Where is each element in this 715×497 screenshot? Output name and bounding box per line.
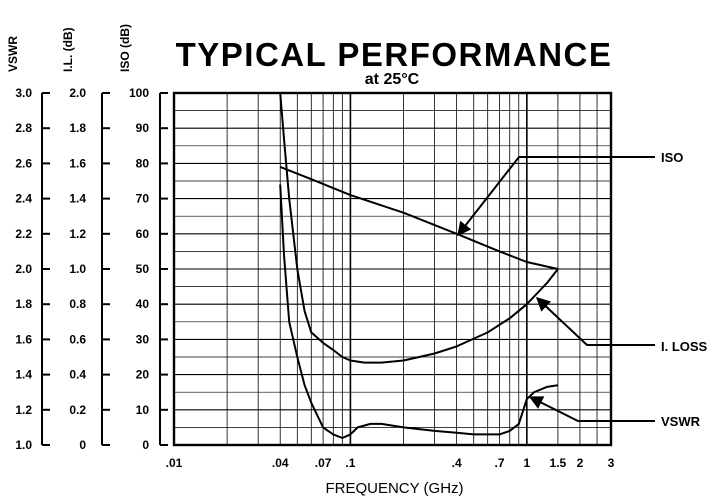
y-tick-label: 1.2 bbox=[69, 227, 86, 241]
annotation-label: ISO bbox=[661, 150, 683, 165]
y-tick-label: 1.2 bbox=[15, 403, 32, 417]
y-tick-label: 70 bbox=[136, 192, 150, 206]
y-tick-label: 1.4 bbox=[15, 368, 32, 382]
x-tick-label: .1 bbox=[345, 456, 355, 470]
x-tick-label: 1.5 bbox=[550, 456, 567, 470]
annotation-leader bbox=[535, 297, 655, 346]
x-tick-label: .07 bbox=[315, 456, 332, 470]
y-tick-label: 0 bbox=[142, 438, 149, 452]
y-tick-label: 80 bbox=[136, 156, 150, 170]
annotation-label: I. LOSS bbox=[661, 339, 708, 354]
series-line bbox=[279, 184, 559, 439]
y-tick-label: 50 bbox=[136, 262, 150, 276]
series-line bbox=[279, 165, 559, 270]
y-tick-label: 3.0 bbox=[15, 86, 32, 100]
x-tick-label: .7 bbox=[494, 456, 504, 470]
y-tick-label: 20 bbox=[136, 368, 150, 382]
y-tick-label: 60 bbox=[136, 227, 150, 241]
annotation-label: VSWR bbox=[661, 414, 701, 429]
y-tick-label: 40 bbox=[136, 297, 150, 311]
y-tick-label: 2.6 bbox=[15, 156, 32, 170]
y-tick-label: 1.6 bbox=[15, 332, 32, 346]
x-tick-label: .04 bbox=[272, 456, 289, 470]
x-axis-label: FREQUENCY (GHz) bbox=[325, 480, 463, 497]
y-tick-label: 0.6 bbox=[69, 332, 86, 346]
annotation-leader bbox=[457, 156, 655, 237]
y-tick-label: 2.0 bbox=[15, 262, 32, 276]
y-tick-label: 1.4 bbox=[69, 192, 86, 206]
series-line bbox=[279, 92, 559, 364]
y-tick-label: 1.8 bbox=[69, 121, 86, 135]
y-tick-label: 1.6 bbox=[69, 156, 86, 170]
y-axis-title: I.L. (dB) bbox=[61, 27, 75, 72]
y-axis-title: ISO (dB) bbox=[118, 24, 132, 72]
y-tick-label: 2.0 bbox=[69, 86, 86, 100]
y-tick-label: 0.4 bbox=[69, 368, 86, 382]
y-tick-label: 0.8 bbox=[69, 297, 86, 311]
x-tick-label: .01 bbox=[166, 456, 183, 470]
plot-frame bbox=[172, 91, 613, 447]
y-tick-label: 0 bbox=[79, 438, 86, 452]
y-tick-label: 1.0 bbox=[15, 438, 32, 452]
y-tick-label: 1.8 bbox=[15, 297, 32, 311]
y-tick-label: 2.8 bbox=[15, 121, 32, 135]
x-tick-label: .4 bbox=[452, 456, 462, 470]
x-tick-label: 1 bbox=[523, 456, 530, 470]
x-tick-label: 2 bbox=[577, 456, 584, 470]
chart-subtitle: at 25°C bbox=[365, 71, 420, 88]
annotation-leader bbox=[528, 396, 655, 422]
x-tick-label: 3 bbox=[608, 456, 615, 470]
y-tick-label: 2.4 bbox=[15, 192, 32, 206]
y-tick-label: 90 bbox=[136, 121, 150, 135]
y-tick-label: 2.2 bbox=[15, 227, 32, 241]
y-tick-label: 100 bbox=[129, 86, 149, 100]
y-tick-label: 0.2 bbox=[69, 403, 86, 417]
y-axis-title: VSWR bbox=[6, 36, 20, 72]
y-tick-label: 30 bbox=[136, 332, 150, 346]
y-tick-label: 10 bbox=[136, 403, 150, 417]
y-tick-label: 1.0 bbox=[69, 262, 86, 276]
chart-title: TYPICAL PERFORMANCE bbox=[176, 36, 613, 73]
